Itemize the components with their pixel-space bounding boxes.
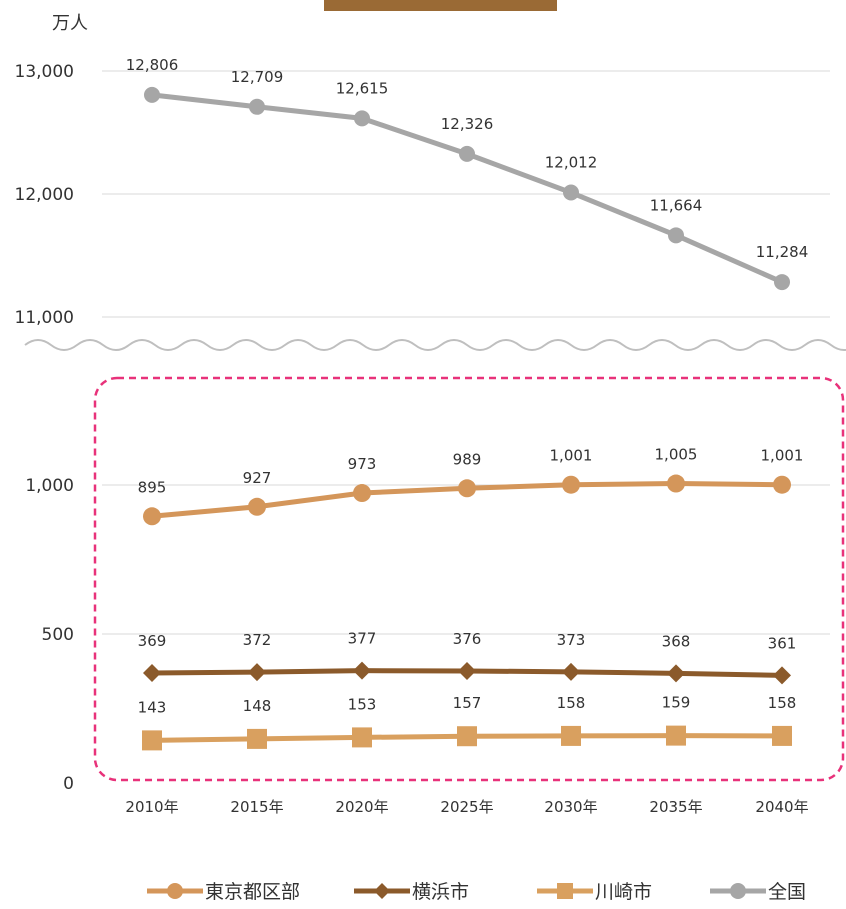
data-point [354, 110, 370, 127]
data-label: 12,012 [545, 154, 598, 172]
data-point [142, 730, 162, 751]
data-label: 12,615 [336, 79, 389, 97]
data-label: 927 [243, 469, 272, 487]
x-tick-label: 2030年 [544, 798, 597, 816]
title-bar [324, 0, 557, 11]
data-point [730, 883, 746, 899]
data-label: 376 [453, 630, 482, 648]
data-point [562, 662, 580, 681]
lower-y-tick-label: 0 [63, 774, 74, 794]
data-label: 368 [662, 632, 691, 650]
data-point [773, 475, 791, 494]
upper-y-tick-label: 12,000 [15, 185, 74, 205]
lower-gridlines [102, 484, 830, 635]
highlight-box [93, 376, 845, 782]
data-label: 12,806 [126, 56, 179, 74]
upper-gridlines [102, 70, 830, 318]
data-label: 361 [768, 634, 797, 652]
data-point [773, 666, 791, 685]
series-zenkoku: 12,806 12,709 12,615 12,326 12,012 11,664 11,2… [126, 56, 809, 291]
lower-y-tick-labels: 1,000 500 0 [25, 476, 74, 794]
data-point [248, 497, 266, 516]
x-tick-label: 2010年 [125, 798, 178, 816]
legend-item: 横浜市 [354, 881, 469, 903]
series-kawasaki: 143 148 153 157 158 159 158 [138, 694, 797, 751]
data-point [248, 663, 266, 682]
legend-label: 東京都区部 [205, 881, 300, 903]
legend-item: 川崎市 [537, 881, 652, 903]
x-tick-labels: 2010年 2015年 2020年 2025年 2030年 2035年 2040年 [125, 798, 808, 816]
data-point [562, 475, 580, 494]
lower-y-tick-label: 500 [42, 625, 74, 645]
data-label: 12,326 [441, 115, 494, 133]
data-point [457, 726, 477, 747]
legend-label: 横浜市 [412, 881, 469, 903]
data-point [772, 725, 792, 746]
data-point [167, 883, 183, 899]
data-label: 369 [138, 632, 167, 650]
upper-y-tick-labels: 13,000 12,000 11,000 [15, 62, 74, 328]
lower-y-tick-label: 1,000 [25, 476, 74, 496]
series-tokyo: 895 927 973 989 1,001 1,005 1,001 [138, 446, 804, 526]
unit-label: 万人 [52, 13, 88, 34]
data-label: 377 [348, 630, 377, 648]
data-label: 11,664 [650, 196, 703, 214]
data-label: 895 [138, 478, 167, 496]
data-point [374, 883, 390, 899]
x-tick-label: 2035年 [649, 798, 702, 816]
data-label: 11,284 [756, 243, 809, 261]
data-point [668, 227, 684, 244]
data-point [458, 479, 476, 498]
data-point [249, 98, 265, 115]
data-point [667, 664, 685, 683]
data-label: 989 [453, 450, 482, 468]
legend-item: 全国 [710, 881, 806, 903]
data-label: 973 [348, 455, 377, 473]
data-point [774, 274, 790, 291]
data-point [557, 883, 573, 899]
data-point [666, 725, 686, 746]
data-label: 153 [348, 695, 377, 713]
data-label: 372 [243, 631, 272, 649]
x-tick-label: 2015年 [230, 798, 283, 816]
x-tick-label: 2020年 [335, 798, 388, 816]
legend-label: 川崎市 [595, 881, 652, 903]
data-label: 1,001 [550, 447, 593, 465]
upper-y-tick-label: 11,000 [15, 308, 74, 328]
x-tick-label: 2040年 [755, 798, 808, 816]
legend-label: 全国 [768, 881, 806, 903]
data-label: 373 [557, 631, 586, 649]
data-point [353, 661, 371, 680]
data-point [247, 728, 267, 749]
data-point [352, 727, 372, 748]
data-point [561, 725, 581, 746]
data-label: 158 [557, 694, 586, 712]
data-point [144, 86, 160, 103]
data-point [143, 664, 161, 683]
data-point [667, 474, 685, 493]
data-label: 157 [453, 694, 482, 712]
series-yokohama: 369 372 377 376 373 368 361 [138, 630, 797, 685]
legend-item: 東京都区部 [147, 881, 300, 903]
axis-break-wave [24, 339, 846, 351]
data-point [353, 484, 371, 503]
data-point [563, 184, 579, 201]
data-point [143, 507, 161, 526]
series-layer: 12,806 12,709 12,615 12,326 12,012 11,664 11,2… [126, 56, 809, 751]
data-label: 148 [243, 697, 272, 715]
data-label: 1,001 [761, 447, 804, 465]
data-label: 159 [662, 694, 691, 712]
legend: 東京都区部 横浜市 川崎市 全国 [147, 881, 806, 903]
data-label: 143 [138, 698, 167, 716]
data-label: 12,709 [231, 68, 284, 86]
upper-y-tick-label: 13,000 [15, 62, 74, 82]
data-point [459, 145, 475, 162]
x-tick-label: 2025年 [440, 798, 493, 816]
data-label: 158 [768, 694, 797, 712]
data-point [458, 661, 476, 680]
data-label: 1,005 [655, 446, 698, 464]
